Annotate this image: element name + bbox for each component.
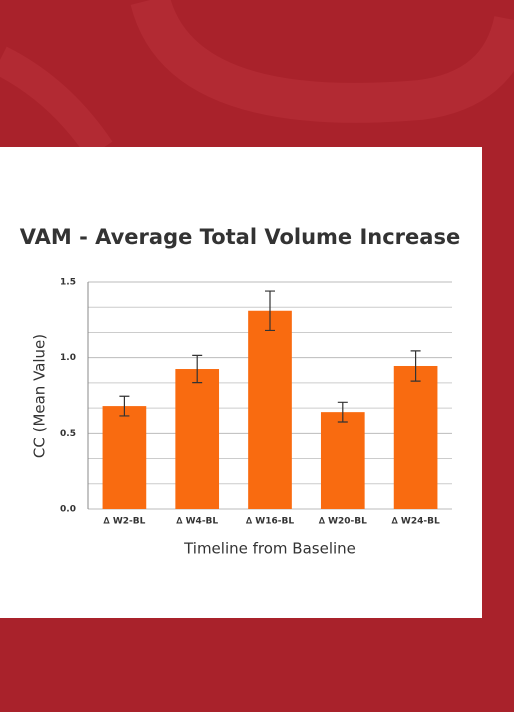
error-bar xyxy=(192,354,203,384)
chart-title: VAM - Average Total Volume Increase xyxy=(20,225,460,249)
error-bar xyxy=(337,401,348,423)
bar xyxy=(175,369,220,509)
decoration xyxy=(130,0,514,123)
error-bar xyxy=(410,350,421,382)
y-tick-label: 0.5 xyxy=(60,429,76,439)
x-tick-label: ∆ W20-BL xyxy=(319,517,367,527)
x-tick-label: ∆ W24-BL xyxy=(392,517,440,527)
error-bar xyxy=(119,395,130,417)
x-tick-label: ∆ W16-BL xyxy=(246,517,294,527)
y-tick-label: 0.0 xyxy=(60,505,76,515)
y-axis-label: CC (Mean Value) xyxy=(31,334,49,458)
bar xyxy=(248,310,292,509)
y-tick-label: 1.0 xyxy=(60,353,76,363)
bar xyxy=(320,412,365,509)
bar xyxy=(102,406,147,509)
x-tick-label: ∆ W2-BL xyxy=(103,517,145,527)
x-axis-label: Timeline from Baseline xyxy=(183,540,356,558)
bar xyxy=(393,365,438,509)
x-tick-label: ∆ W4-BL xyxy=(176,517,218,527)
decoration xyxy=(0,46,113,159)
error-bar xyxy=(265,290,275,332)
y-tick-label: 1.5 xyxy=(60,278,76,288)
